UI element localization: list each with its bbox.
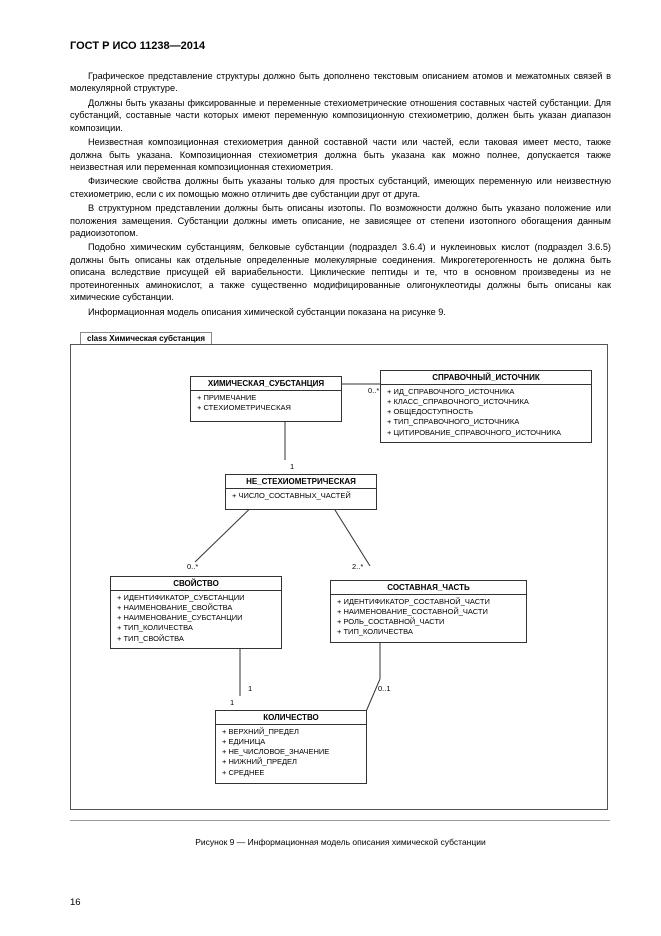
uml-mult: 0..* (187, 562, 198, 571)
uml-box-attrs: ИД_СПРАВОЧНОГО_ИСТОЧНИКА КЛАСС_СПРАВОЧНО… (381, 385, 591, 442)
uml-attr: РОЛЬ_СОСТАВНОЙ_ЧАСТИ (337, 617, 520, 627)
uml-attr: ОБЩЕДОСТУПНОСТЬ (387, 407, 585, 417)
paragraph: В структурном представлении должны быть … (70, 202, 611, 239)
uml-attr: НЕ_ЧИСЛОВОЕ_ЗНАЧЕНИЕ (222, 747, 360, 757)
uml-attr: ИД_СПРАВОЧНОГО_ИСТОЧНИКА (387, 387, 585, 397)
uml-mult: 1 (290, 462, 294, 471)
uml-box-nonsto: НЕ_СТЕХИОМЕТРИЧЕСКАЯ ЧИСЛО_СОСТАВНЫХ_ЧАС… (225, 474, 377, 510)
uml-attr: ИДЕНТИФИКАТОР_СОСТАВНОЙ_ЧАСТИ (337, 597, 520, 607)
separator (70, 820, 610, 821)
uml-box-attrs: ВЕРХНИЙ_ПРЕДЕЛ ЕДИНИЦА НЕ_ЧИСЛОВОЕ_ЗНАЧЕ… (216, 725, 366, 782)
uml-box-attrs: ИДЕНТИФИКАТОР_СОСТАВНОЙ_ЧАСТИ НАИМЕНОВАН… (331, 595, 526, 642)
uml-attr: ТИП_КОЛИЧЕСТВА (337, 627, 520, 637)
uml-attr: ТИП_КОЛИЧЕСТВА (117, 623, 275, 633)
diagram-tab: class Химическая субстанция (80, 332, 212, 344)
uml-box-chem: ХИМИЧЕСКАЯ_СУБСТАНЦИЯ ПРИМЕЧАНИЕ СТЕХИОМ… (190, 376, 342, 422)
uml-attr: НАИМЕНОВАНИЕ_СОСТАВНОЙ_ЧАСТИ (337, 607, 520, 617)
uml-mult: 1 (230, 698, 234, 707)
uml-attr: ЕДИНИЦА (222, 737, 360, 747)
uml-mult: 0..1 (378, 684, 391, 693)
page-number: 16 (70, 897, 81, 908)
uml-attr: СРЕДНЕЕ (222, 768, 360, 778)
uml-attr: ПРИМЕЧАНИЕ (197, 393, 335, 403)
figure-caption: Рисунок 9 — Информационная модель описан… (70, 837, 611, 847)
uml-mult: 0..* (368, 386, 379, 395)
paragraph: Графическое представление структуры долж… (70, 70, 611, 95)
uml-box-comp: СОСТАВНАЯ_ЧАСТЬ ИДЕНТИФИКАТОР_СОСТАВНОЙ_… (330, 580, 527, 643)
uml-mult: 1 (248, 684, 252, 693)
paragraph: Неизвестная композиционная стехиометрия … (70, 136, 611, 173)
uml-attr: КЛАСС_СПРАВОЧНОГО_ИСТОЧНИКА (387, 397, 585, 407)
uml-box-attrs: ЧИСЛО_СОСТАВНЫХ_ЧАСТЕЙ (226, 489, 376, 505)
uml-box-prop: СВОЙСТВО ИДЕНТИФИКАТОР_СУБСТАНЦИИ НАИМЕН… (110, 576, 282, 649)
paragraph: Должны быть указаны фиксированные и пере… (70, 97, 611, 134)
uml-attr: ВЕРХНИЙ_ПРЕДЕЛ (222, 727, 360, 737)
uml-box-qty: КОЛИЧЕСТВО ВЕРХНИЙ_ПРЕДЕЛ ЕДИНИЦА НЕ_ЧИС… (215, 710, 367, 784)
uml-box-title: СПРАВОЧНЫЙ_ИСТОЧНИК (381, 371, 591, 385)
uml-attr: НАИМЕНОВАНИЕ_СУБСТАНЦИИ (117, 613, 275, 623)
uml-box-attrs: ИДЕНТИФИКАТОР_СУБСТАНЦИИ НАИМЕНОВАНИЕ_СВ… (111, 591, 281, 648)
uml-attr: ТИП_СПРАВОЧНОГО_ИСТОЧНИКА (387, 417, 585, 427)
uml-mult: 2..* (352, 562, 363, 571)
uml-attr: ЧИСЛО_СОСТАВНЫХ_ЧАСТЕЙ (232, 491, 370, 501)
uml-box-title: КОЛИЧЕСТВО (216, 711, 366, 725)
uml-box-title: ХИМИЧЕСКАЯ_СУБСТАНЦИЯ (191, 377, 341, 391)
uml-box-attrs: ПРИМЕЧАНИЕ СТЕХИОМЕТРИЧЕСКАЯ (191, 391, 341, 417)
uml-attr: НАИМЕНОВАНИЕ_СВОЙСТВА (117, 603, 275, 613)
uml-box-title: СОСТАВНАЯ_ЧАСТЬ (331, 581, 526, 595)
uml-attr: ИДЕНТИФИКАТОР_СУБСТАНЦИИ (117, 593, 275, 603)
doc-header: ГОСТ Р ИСО 11238—2014 (70, 40, 611, 52)
uml-attr: ТИП_СВОЙСТВА (117, 634, 275, 644)
uml-box-title: НЕ_СТЕХИОМЕТРИЧЕСКАЯ (226, 475, 376, 489)
page: ГОСТ Р ИСО 11238—2014 Графическое предст… (0, 0, 661, 936)
paragraph: Информационная модель описания химическо… (70, 306, 611, 318)
uml-box-title: СВОЙСТВО (111, 577, 281, 591)
uml-attr: СТЕХИОМЕТРИЧЕСКАЯ (197, 403, 335, 413)
body-text: Графическое представление структуры долж… (70, 70, 611, 318)
uml-attr: ЦИТИРОВАНИЕ_СПРАВОЧНОГО_ИСТОЧНИКА (387, 428, 585, 438)
uml-diagram: class Химическая субстанция ХИМИЧЕСКАЯ_С… (70, 330, 610, 810)
paragraph: Подобно химическим субстанциям, белковые… (70, 241, 611, 303)
paragraph: Физические свойства должны быть указаны … (70, 175, 611, 200)
uml-attr: НИЖНИЙ_ПРЕДЕЛ (222, 757, 360, 767)
uml-box-ref: СПРАВОЧНЫЙ_ИСТОЧНИК ИД_СПРАВОЧНОГО_ИСТОЧ… (380, 370, 592, 443)
